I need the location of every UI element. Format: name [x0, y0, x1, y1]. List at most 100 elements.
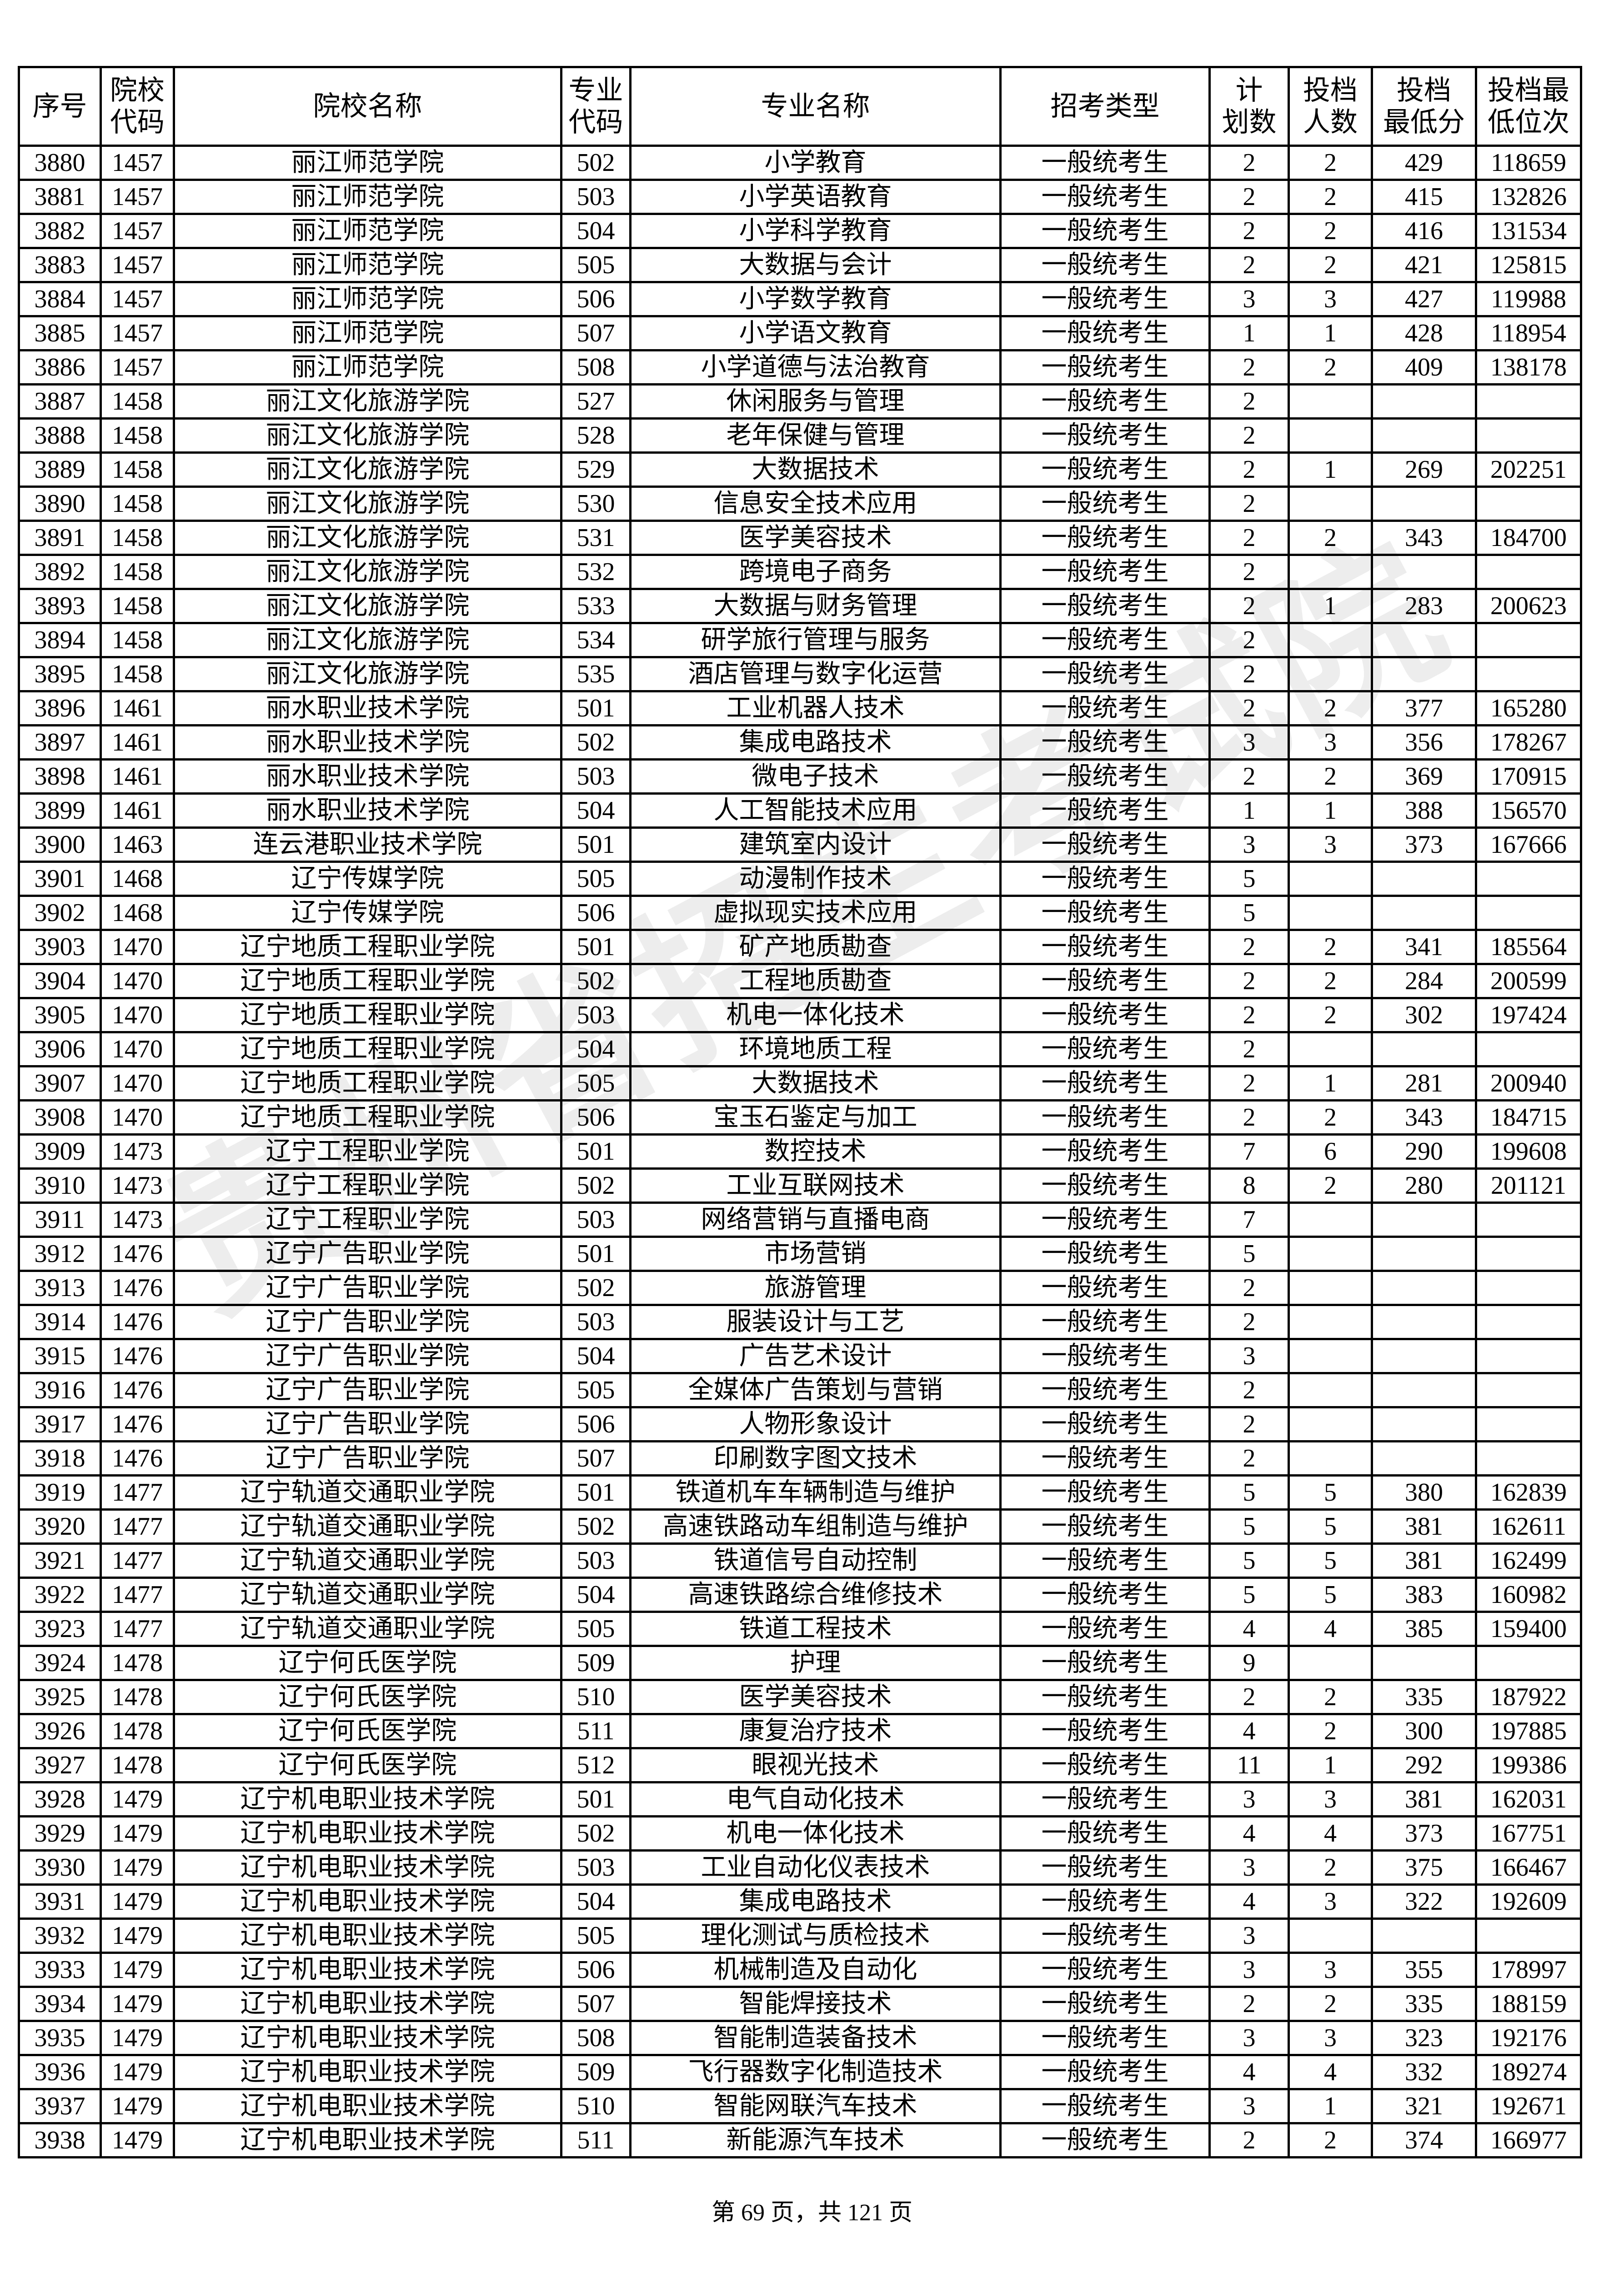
- cell-school-code: 1477: [100, 1577, 175, 1613]
- cell-school-code: 1473: [100, 1133, 175, 1170]
- cell-min-score: 281: [1371, 1065, 1477, 1101]
- cell-min-rank: 162499: [1475, 1542, 1582, 1579]
- cell-plan-count: 3: [1208, 724, 1290, 761]
- cell-plan-count: 3: [1208, 2020, 1290, 2056]
- cell-school-code: 1476: [100, 1270, 175, 1306]
- cell-exam-type: 一般统考生: [999, 554, 1211, 590]
- cell-plan-count: 2: [1208, 929, 1290, 965]
- cell-admitted-count: 2: [1288, 997, 1373, 1033]
- cell-admitted-count: [1288, 656, 1373, 692]
- cell-major-name: 宝玉石鉴定与加工: [629, 1099, 1002, 1136]
- column-header-plan-count: 计 划数: [1208, 66, 1290, 147]
- cell-plan-count: 2: [1208, 588, 1290, 624]
- cell-min-score: 381: [1371, 1508, 1477, 1545]
- cell-min-rank: 170915: [1475, 758, 1582, 795]
- cell-admitted-count: 2: [1288, 1679, 1373, 1715]
- cell-seq: 3931: [18, 1883, 102, 1920]
- cell-major-code: 529: [560, 451, 632, 488]
- cell-school-name: 辽宁何氏医学院: [173, 1679, 562, 1715]
- cell-min-rank: [1475, 1918, 1582, 1954]
- cell-school-code: 1477: [100, 1474, 175, 1511]
- cell-school-code: 1477: [100, 1542, 175, 1579]
- table-row: 3935 1479 辽宁机电职业技术学院 508 智能制造装备技术 一般统考生 3 3 323 1…: [18, 2020, 1582, 2056]
- cell-exam-type: 一般统考生: [999, 1577, 1211, 1613]
- cell-seq: 3886: [18, 349, 102, 386]
- cell-min-score: 300: [1371, 1713, 1477, 1749]
- cell-school-code: 1457: [100, 315, 175, 351]
- cell-admitted-count: 2: [1288, 213, 1373, 249]
- table-row: 3881 1457 丽江师范学院 503 小学英语教育 一般统考生 2 2 415 132826: [18, 179, 1582, 215]
- cell-min-rank: 197885: [1475, 1713, 1582, 1749]
- cell-plan-count: 3: [1208, 826, 1290, 863]
- cell-min-score: 383: [1371, 1577, 1477, 1613]
- cell-min-rank: 138178: [1475, 349, 1582, 386]
- cell-school-name: 丽江师范学院: [173, 315, 562, 351]
- cell-major-code: 533: [560, 588, 632, 624]
- cell-min-rank: 118659: [1475, 145, 1582, 181]
- cell-min-rank: [1475, 383, 1582, 420]
- cell-admitted-count: 5: [1288, 1577, 1373, 1613]
- cell-admitted-count: 2: [1288, 690, 1373, 726]
- cell-seq: 3925: [18, 1679, 102, 1715]
- cell-seq: 3906: [18, 1031, 102, 1067]
- cell-min-rank: [1475, 1236, 1582, 1272]
- cell-school-name: 辽宁地质工程职业学院: [173, 1065, 562, 1101]
- cell-min-rank: 184700: [1475, 520, 1582, 556]
- cell-admitted-count: 3: [1288, 1952, 1373, 1988]
- cell-major-name: 广告艺术设计: [629, 1338, 1002, 1374]
- cell-plan-count: 3: [1208, 281, 1290, 317]
- cell-plan-count: 2: [1208, 1270, 1290, 1306]
- cell-exam-type: 一般统考生: [999, 520, 1211, 556]
- cell-major-code: 501: [560, 1236, 632, 1272]
- table-row: 3938 1479 辽宁机电职业技术学院 511 新能源汽车技术 一般统考生 2 2 374 16…: [18, 2122, 1582, 2158]
- cell-min-score: 302: [1371, 997, 1477, 1033]
- cell-exam-type: 一般统考生: [999, 1202, 1211, 1238]
- cell-min-score: [1371, 1202, 1477, 1238]
- cell-min-rank: [1475, 1270, 1582, 1306]
- cell-major-name: 飞行器数字化制造技术: [629, 2054, 1002, 2090]
- cell-min-rank: 199608: [1475, 1133, 1582, 1170]
- cell-seq: 3887: [18, 383, 102, 420]
- cell-school-name: 辽宁广告职业学院: [173, 1440, 562, 1477]
- cell-school-code: 1468: [100, 861, 175, 897]
- cell-admitted-count: [1288, 1304, 1373, 1340]
- cell-school-code: 1473: [100, 1167, 175, 1204]
- table-row: 3891 1458 丽江文化旅游学院 531 医学美容技术 一般统考生 2 2 343 18470…: [18, 520, 1582, 556]
- cell-admitted-count: [1288, 486, 1373, 522]
- cell-admitted-count: 2: [1288, 247, 1373, 283]
- cell-school-code: 1476: [100, 1236, 175, 1272]
- cell-school-code: 1478: [100, 1645, 175, 1681]
- cell-school-name: 丽水职业技术学院: [173, 690, 562, 726]
- cell-min-rank: 200623: [1475, 588, 1582, 624]
- cell-school-code: 1470: [100, 1031, 175, 1067]
- cell-exam-type: 一般统考生: [999, 2122, 1211, 2158]
- cell-seq: 3918: [18, 1440, 102, 1477]
- cell-seq: 3927: [18, 1747, 102, 1783]
- table-row: 3932 1479 辽宁机电职业技术学院 505 理化测试与质检技术 一般统考生 3: [18, 1918, 1582, 1954]
- cell-school-code: 1478: [100, 1747, 175, 1783]
- cell-major-code: 503: [560, 1849, 632, 1886]
- table-row: 3912 1476 辽宁广告职业学院 501 市场营销 一般统考生 5: [18, 1236, 1582, 1272]
- cell-school-code: 1468: [100, 895, 175, 931]
- cell-seq: 3938: [18, 2122, 102, 2158]
- cell-seq: 3913: [18, 1270, 102, 1306]
- cell-major-code: 501: [560, 1474, 632, 1511]
- cell-plan-count: 2: [1208, 486, 1290, 522]
- cell-min-score: 409: [1371, 349, 1477, 386]
- cell-school-code: 1476: [100, 1338, 175, 1374]
- table-row: 3926 1478 辽宁何氏医学院 511 康复治疗技术 一般统考生 4 2 300 197885: [18, 1713, 1582, 1749]
- cell-min-score: 283: [1371, 588, 1477, 624]
- cell-school-name: 辽宁何氏医学院: [173, 1713, 562, 1749]
- cell-seq: 3885: [18, 315, 102, 351]
- table-row: 3923 1477 辽宁轨道交通职业学院 505 铁道工程技术 一般统考生 4 4 385 159…: [18, 1611, 1582, 1647]
- cell-major-code: 501: [560, 826, 632, 863]
- cell-school-name: 丽江师范学院: [173, 281, 562, 317]
- cell-exam-type: 一般统考生: [999, 383, 1211, 420]
- cell-major-code: 501: [560, 1781, 632, 1817]
- cell-major-code: 509: [560, 2054, 632, 2090]
- table-row: 3893 1458 丽江文化旅游学院 533 大数据与财务管理 一般统考生 2 1 283 200…: [18, 588, 1582, 624]
- cell-min-score: 388: [1371, 792, 1477, 829]
- cell-major-name: 工程地质勘查: [629, 963, 1002, 999]
- cell-major-code: 504: [560, 1031, 632, 1067]
- cell-min-score: [1371, 861, 1477, 897]
